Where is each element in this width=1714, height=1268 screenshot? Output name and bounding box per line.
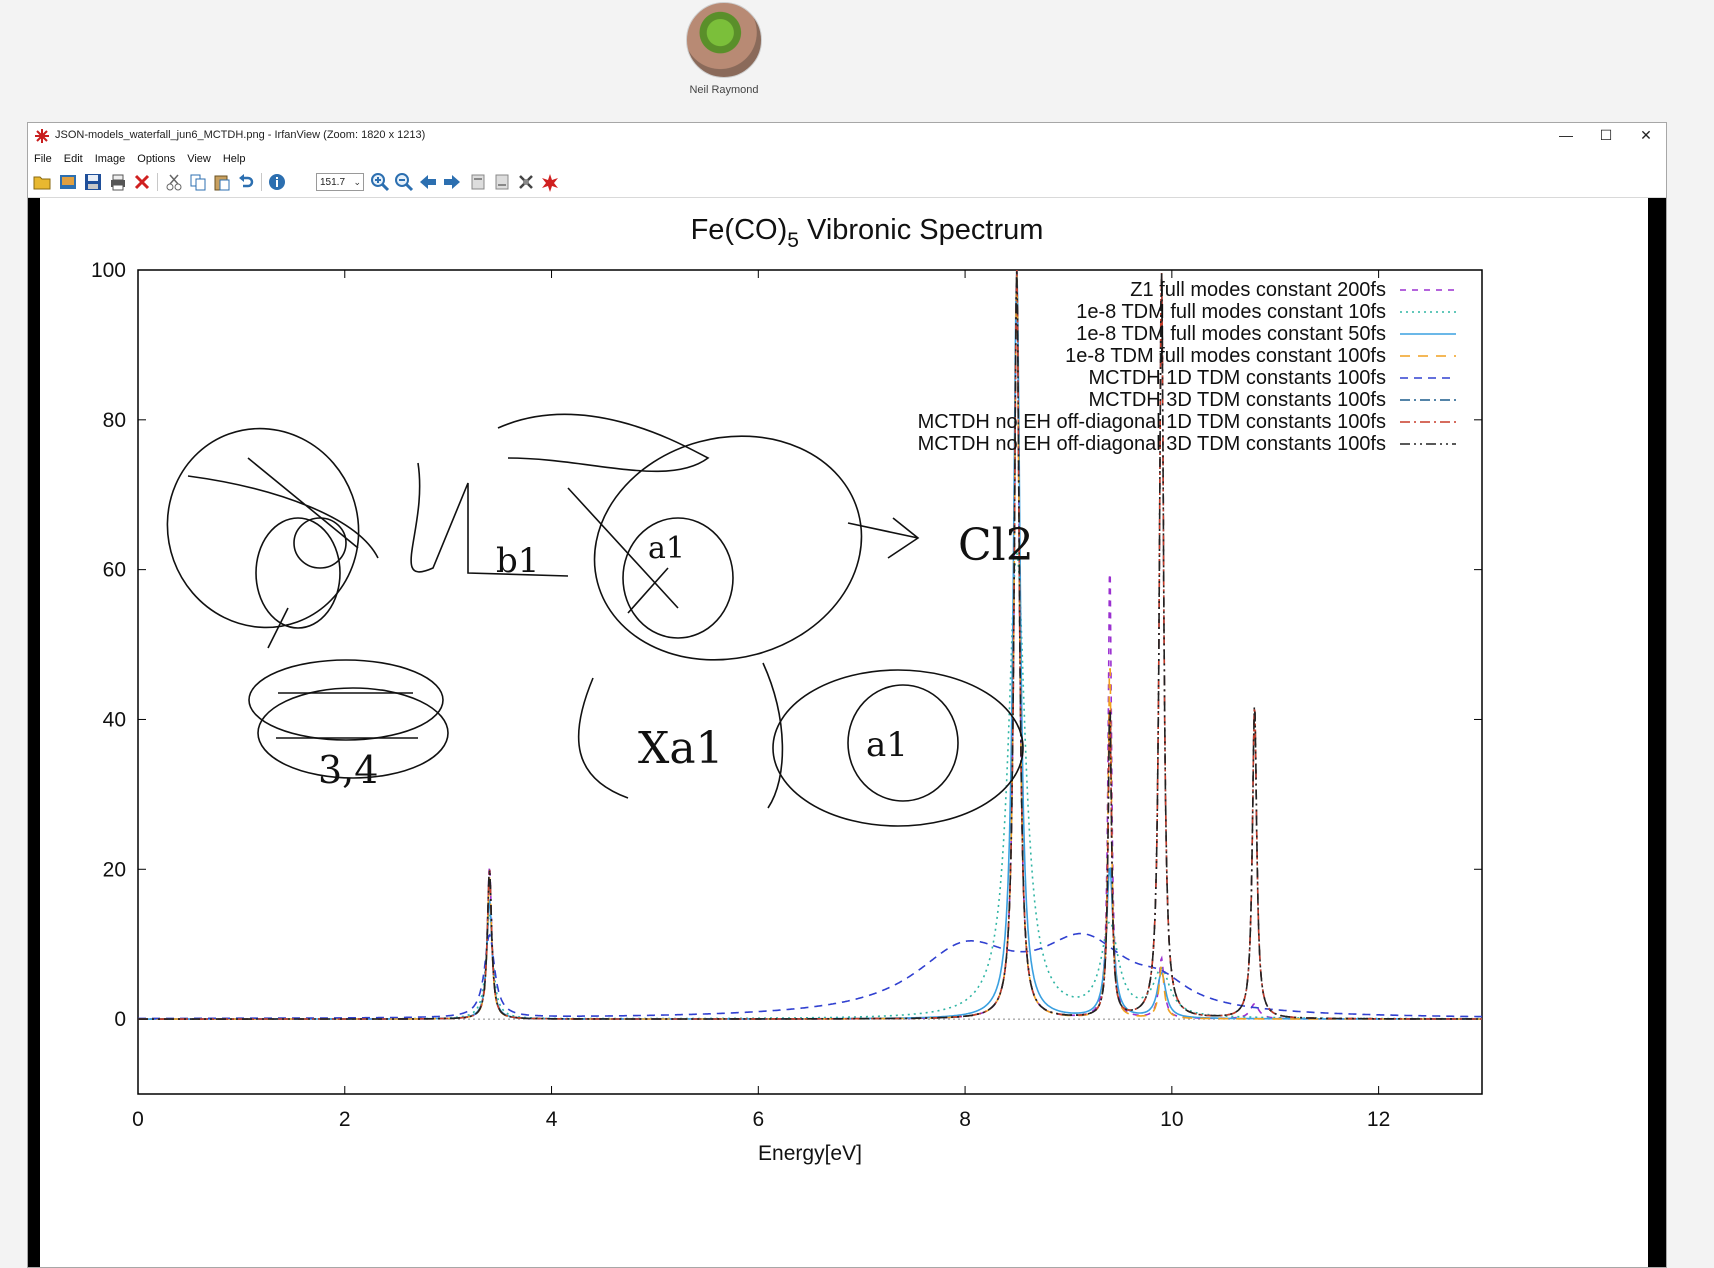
presenter-card: Neil Raymond bbox=[686, 0, 762, 96]
ink-circle bbox=[248, 659, 444, 741]
delete-icon[interactable] bbox=[132, 172, 152, 192]
legend-label-7: MCTDH no EH off-diagonal 1D TDM constant… bbox=[918, 411, 1386, 433]
thumbnails-icon[interactable] bbox=[58, 172, 78, 192]
y-tick-label: 20 bbox=[103, 858, 126, 881]
ink-circle bbox=[847, 684, 959, 802]
x-tick-label: 8 bbox=[959, 1108, 971, 1131]
plot-frame bbox=[137, 269, 1483, 1095]
handwritten-annotation: b1 a1 Cl2 Xa1 a1 3,4 bbox=[166, 413, 1034, 827]
info-icon[interactable] bbox=[267, 172, 287, 192]
legend-label-8: MCTDH no EH off-diagonal 3D TDM constant… bbox=[918, 433, 1386, 455]
open-folder-icon[interactable] bbox=[32, 172, 52, 192]
ink-stroke bbox=[577, 662, 784, 809]
chart-title-subscript: 5 bbox=[787, 229, 799, 252]
window-title: JSON-models_waterfall_jun6_MCTDH.png - I… bbox=[55, 129, 426, 141]
ink-text-xa1: Xa1 bbox=[638, 723, 724, 774]
ink-circle bbox=[622, 517, 734, 639]
copy-icon[interactable] bbox=[188, 172, 208, 192]
chart-series-layer bbox=[138, 270, 1482, 1020]
paste-icon[interactable] bbox=[212, 172, 232, 192]
irfanview-window: JSON-models_waterfall_jun6_MCTDH.png - I… bbox=[27, 122, 1667, 1268]
ink-text-a1-2: a1 bbox=[866, 725, 908, 765]
menu-edit[interactable]: Edit bbox=[63, 153, 83, 165]
x-tick-label: 12 bbox=[1367, 1108, 1390, 1131]
menu-options[interactable]: Options bbox=[137, 153, 176, 165]
legend-label-2: 1e-8 TDM full modes constant 10fs bbox=[1076, 301, 1386, 323]
x-tick-label: 10 bbox=[1160, 1108, 1183, 1131]
last-page-icon[interactable] bbox=[492, 172, 512, 192]
print-icon[interactable] bbox=[108, 172, 128, 192]
ink-circle bbox=[257, 687, 449, 779]
spectrum-chart: Fe(CO)5 Vibronic Spectrum 0 2 4 6 8 10 12 0 20 40… bbox=[91, 214, 1483, 1165]
menu-view[interactable]: View bbox=[187, 153, 211, 165]
toolbar-separator bbox=[157, 173, 158, 191]
ink-text-a1: a1 bbox=[648, 531, 685, 566]
chart-title-suffix: Vibronic Spectrum bbox=[799, 214, 1043, 246]
ink-circle bbox=[593, 435, 863, 661]
y-tick-label: 100 bbox=[91, 259, 126, 282]
image-border-right bbox=[1648, 198, 1666, 1267]
chevron-down-icon: ⌄ bbox=[353, 177, 361, 187]
toolbar-separator bbox=[261, 173, 262, 191]
ink-stroke bbox=[567, 487, 920, 614]
x-tick-label: 6 bbox=[752, 1108, 764, 1131]
presenter-name: Neil Raymond bbox=[689, 84, 759, 96]
menu-file[interactable]: File bbox=[34, 153, 52, 165]
ink-stroke bbox=[276, 462, 569, 739]
legend-label-4: 1e-8 TDM full modes constant 100fs bbox=[1065, 345, 1386, 367]
y-tick-label: 40 bbox=[103, 708, 126, 731]
ink-text-34: 3,4 bbox=[318, 748, 378, 792]
ink-circle bbox=[166, 427, 360, 629]
menu-bar: File Edit Image Options View Help bbox=[28, 149, 1666, 167]
y-tick-label: 60 bbox=[103, 559, 126, 582]
next-icon[interactable] bbox=[442, 172, 462, 192]
undo-icon[interactable] bbox=[236, 172, 256, 192]
title-bar[interactable]: JSON-models_waterfall_jun6_MCTDH.png - I… bbox=[28, 123, 1666, 149]
zoom-in-icon[interactable] bbox=[370, 172, 390, 192]
save-icon[interactable] bbox=[83, 172, 103, 192]
toolbar: 151.7 ⌄ bbox=[28, 167, 1666, 198]
previous-icon[interactable] bbox=[418, 172, 438, 192]
legend-label-6: MCTDH 3D TDM constants 100fs bbox=[1089, 389, 1387, 411]
zoom-value: 151.7 bbox=[320, 177, 346, 188]
legend-label-1: Z1 full modes constant 200fs bbox=[1130, 279, 1386, 301]
x-tick-label: 4 bbox=[546, 1108, 558, 1131]
zoom-select[interactable]: 151.7 ⌄ bbox=[316, 173, 364, 191]
y-tick-label: 80 bbox=[103, 409, 126, 432]
zoom-out-icon[interactable] bbox=[394, 172, 414, 192]
image-border-left bbox=[28, 198, 40, 1267]
ink-text-cl2: Cl2 bbox=[958, 520, 1034, 571]
ink-circle bbox=[293, 517, 347, 569]
about-icon[interactable] bbox=[540, 172, 560, 192]
chart-title: Fe(CO)5 Vibronic Spectrum bbox=[691, 214, 1044, 252]
ink-circle bbox=[772, 669, 1024, 827]
series-line-7 bbox=[138, 270, 1482, 1020]
ink-stroke bbox=[497, 413, 710, 473]
minimize-button[interactable]: — bbox=[1559, 127, 1573, 143]
maximize-button[interactable]: ☐ bbox=[1599, 127, 1613, 143]
series-line-5 bbox=[138, 932, 1482, 1020]
x-tick-label: 2 bbox=[339, 1108, 351, 1131]
legend-label-3: 1e-8 TDM full modes constant 50fs bbox=[1076, 323, 1386, 345]
y-tick-label: 0 bbox=[114, 1008, 126, 1031]
ink-circle bbox=[255, 517, 341, 629]
close-button[interactable]: ✕ bbox=[1640, 127, 1652, 143]
series-line-8 bbox=[138, 270, 1482, 1020]
menu-image[interactable]: Image bbox=[94, 153, 126, 165]
irfanview-app-icon bbox=[35, 129, 49, 143]
legend-label-5: MCTDH 1D TDM constants 100fs bbox=[1089, 367, 1387, 389]
image-viewport[interactable]: Fe(CO)5 Vibronic Spectrum 0 2 4 6 8 10 12 0 20 40… bbox=[28, 198, 1666, 1267]
ink-stroke bbox=[187, 457, 379, 649]
ink-text-b1: b1 bbox=[496, 541, 539, 581]
settings-icon[interactable] bbox=[516, 172, 536, 192]
x-axis-label: Energy[eV] bbox=[758, 1142, 862, 1165]
menu-help[interactable]: Help bbox=[222, 153, 246, 165]
presenter-avatar bbox=[686, 2, 762, 78]
cut-icon[interactable] bbox=[164, 172, 184, 192]
chart-title-main: Fe(CO) bbox=[691, 214, 788, 246]
first-page-icon[interactable] bbox=[468, 172, 488, 192]
x-tick-label: 0 bbox=[132, 1108, 144, 1131]
